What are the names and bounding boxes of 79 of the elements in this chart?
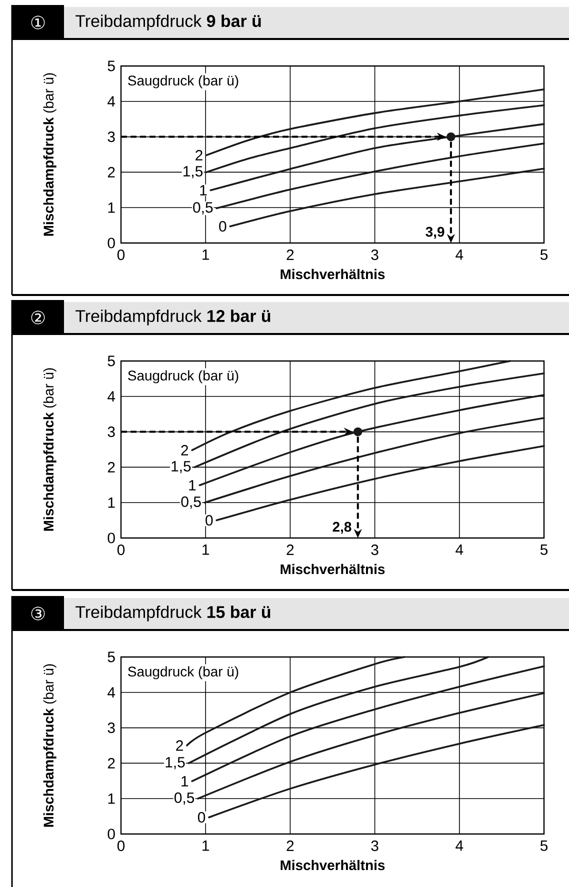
- series-label: 1,5: [172, 461, 191, 474]
- x-tick-label: 0: [117, 250, 125, 260]
- x-tick-label: 2: [286, 250, 294, 260]
- line-series: [206, 104, 545, 174]
- y-axis-title: Mischdampfdruck (bar ü): [43, 73, 56, 236]
- legend-title: Saugdruck (bar ü): [128, 666, 238, 680]
- annotation: 3,9: [426, 226, 444, 239]
- y-tick-label: 4: [108, 687, 116, 698]
- y-tick-label: 0: [108, 238, 115, 248]
- line-series: [204, 417, 545, 504]
- legend-title: Saugdruck (bar ü): [128, 370, 238, 384]
- x-axis-title: Mischverhältnis: [280, 860, 385, 870]
- series-label: 1: [200, 185, 207, 196]
- series-label: 1,5: [184, 166, 203, 178]
- series-label: 1: [189, 480, 196, 490]
- line-series: [208, 724, 545, 818]
- x-tick-label: 2: [286, 840, 294, 851]
- x-tick-label: 0: [117, 544, 125, 556]
- x-tick-label: 2: [286, 544, 294, 555]
- chart-title: Treibdampfdruck 12 bar ü: [76, 310, 270, 326]
- y-axis-title: Mischdampfdruck (bar ü): [43, 664, 56, 827]
- y-tick-label: 3: [108, 722, 115, 734]
- line-series: [194, 372, 545, 468]
- series-label: 0: [198, 812, 206, 823]
- series-label: 0,5: [181, 496, 201, 509]
- x-tick-label: 3: [371, 840, 378, 852]
- y-axis-title: Mischdampfdruck (bar ü): [43, 368, 56, 531]
- y-tick-label: 1: [108, 202, 115, 213]
- legend-title: Saugdruck (bar ü): [128, 75, 238, 88]
- x-axis-title: Mischverhältnis: [280, 564, 385, 574]
- y-tick-label: 0: [108, 532, 115, 544]
- y-tick-label: 3: [108, 132, 115, 142]
- y-tick-label: 3: [108, 426, 115, 438]
- x-tick-label: 1: [202, 840, 210, 851]
- line-series: [198, 394, 545, 486]
- text: ②: [31, 310, 45, 324]
- x-tick-label: 4: [456, 250, 464, 260]
- text: ①: [31, 16, 45, 30]
- series-label: 0: [219, 221, 226, 232]
- line-series: [229, 168, 545, 228]
- y-tick-label: 2: [108, 166, 115, 178]
- line-series: [206, 88, 545, 156]
- series-label: 2: [196, 150, 202, 160]
- text: ③: [31, 606, 45, 620]
- series-label: 0,5: [174, 792, 194, 805]
- x-tick-label: 5: [540, 250, 548, 260]
- x-tick-label: 0: [117, 840, 125, 852]
- chart-title: Treibdampfdruck 9 bar ü: [76, 14, 261, 30]
- line-series: [216, 142, 545, 210]
- x-tick-label: 5: [540, 544, 548, 555]
- series-label: 1,5: [166, 757, 185, 770]
- y-tick-label: 5: [108, 60, 115, 72]
- line-series: [197, 692, 545, 800]
- x-tick-label: 3: [371, 544, 378, 556]
- line-series: [210, 123, 545, 192]
- y-tick-label: 0: [108, 828, 115, 840]
- series-label: 2: [176, 740, 183, 751]
- series-label: 0: [206, 515, 213, 526]
- y-tick-label: 2: [108, 462, 115, 472]
- x-tick-label: 1: [202, 250, 210, 260]
- y-tick-label: 4: [108, 96, 116, 107]
- x-axis-title: Mischverhältnis: [280, 268, 385, 280]
- series-label: 0,5: [193, 202, 213, 214]
- y-tick-label: 1: [108, 497, 115, 508]
- chart-title: Treibdampfdruck 15 bar ü: [76, 606, 270, 622]
- x-tick-label: 4: [456, 840, 464, 851]
- x-tick-label: 5: [540, 840, 548, 851]
- series-label: 1: [182, 776, 188, 786]
- x-tick-label: 1: [202, 544, 210, 555]
- line-series: [216, 445, 545, 522]
- series-label: 2: [181, 444, 188, 456]
- y-tick-label: 5: [108, 356, 115, 366]
- y-tick-label: 2: [108, 758, 115, 768]
- y-tick-label: 1: [108, 793, 115, 804]
- x-tick-label: 4: [456, 544, 464, 555]
- y-tick-label: 4: [108, 391, 116, 402]
- annotation: 2,8: [332, 522, 352, 534]
- x-tick-label: 3: [371, 250, 378, 260]
- y-tick-label: 5: [108, 652, 115, 662]
